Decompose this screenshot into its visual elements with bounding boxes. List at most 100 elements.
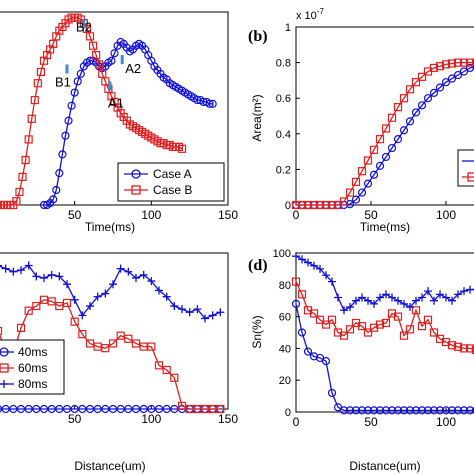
panel-d-series-2-point xyxy=(472,288,474,291)
panel-a-legend: Case A Case B xyxy=(117,162,225,202)
panel-d-series-0-point xyxy=(297,328,307,337)
panel-d-series-0-point xyxy=(291,299,301,308)
panel-d-series-2-point xyxy=(292,252,300,261)
panel-c-series-0-point xyxy=(101,404,110,414)
panel-d-series-1-point xyxy=(321,320,331,329)
panel-c-series-1-point xyxy=(39,295,49,304)
panel-d-xlabel: Distance(um) xyxy=(349,459,420,473)
panel-d-series-0-point xyxy=(453,406,463,415)
panel-d-series-2-point xyxy=(352,296,360,305)
panel-d-series-1-point xyxy=(399,331,409,340)
panel-d-series-2-point xyxy=(346,303,354,312)
panel-c-series-0-point xyxy=(32,404,41,414)
panel-a-series-1-point xyxy=(15,187,24,196)
panel-c-series-1-point xyxy=(124,334,133,343)
panel-d-series-1-point xyxy=(381,318,391,328)
panel-b-series-0-point xyxy=(459,67,469,76)
panel-a-xlabel: Time(ms) xyxy=(85,220,135,234)
panel-d-ytick-label: 80 xyxy=(279,280,291,292)
panel-a-frame xyxy=(0,11,229,206)
panel-c-series-1-point xyxy=(162,365,171,375)
panel-a-series-1-point xyxy=(36,67,46,77)
panel-d-series-2-point xyxy=(448,296,456,305)
panel-b-series-0-point xyxy=(453,70,463,80)
panel-d-series-2-point xyxy=(388,293,396,302)
panel-d-series-1-point xyxy=(345,325,355,334)
panel-b-series-1-line xyxy=(296,61,474,206)
panel-c-series-2-point xyxy=(17,266,25,275)
panel-b-series-1-point xyxy=(453,58,463,67)
panel-b-series-0-point xyxy=(369,170,379,179)
panel-d-series-1-point xyxy=(405,325,415,334)
panel-c-series-1-point xyxy=(216,404,225,414)
panel-d-series-1-point xyxy=(447,341,457,350)
panel-b-series-1-point xyxy=(435,62,445,71)
panel-c-series-1-point xyxy=(78,330,87,339)
panel-a-series-0-point xyxy=(73,77,82,86)
panel-d-series-0-point xyxy=(351,406,361,415)
annotation-label-a1: A1 xyxy=(108,95,124,110)
panel-b-series-1-point xyxy=(327,200,337,210)
legend-label-case-a: Case A xyxy=(153,167,192,181)
panel-d-series-1-point xyxy=(297,290,307,299)
panel-c-series-2-point xyxy=(47,270,56,279)
panel-d-xtick-label: 0 xyxy=(293,415,300,429)
panel-d-series-1-point xyxy=(375,320,385,329)
panel-b-ytick-label: 0 xyxy=(285,200,291,212)
panel-d-series-1-point xyxy=(411,306,421,315)
panel-d-series-0-point xyxy=(363,406,373,415)
panel-c-series-2-point xyxy=(193,305,202,314)
panel-b-series-1-point xyxy=(441,60,451,69)
panel-d-ytick-label: 100 xyxy=(273,248,291,260)
panel-b-series-1-point xyxy=(387,113,397,122)
panel-b-ytick-label: 0.4 xyxy=(276,129,291,141)
annotation-marker-a1 xyxy=(108,81,112,91)
panel-c-series-2-point xyxy=(178,305,186,314)
panel-c-series-1-point xyxy=(101,344,110,353)
panel-a-series-0-point xyxy=(64,116,73,125)
panel-a-xtick-label: 100 xyxy=(141,208,161,222)
panel-b-exponent: x 10-7 xyxy=(296,7,324,22)
panel-d-series-2-point xyxy=(370,299,378,308)
panel-c-series-2-point xyxy=(132,273,140,282)
annotation-label-a2: A2 xyxy=(125,61,141,76)
panel-c-series-0-point xyxy=(116,404,125,414)
panel-d-series-1-point xyxy=(327,315,337,324)
panel-label-d: (d) xyxy=(248,257,268,274)
panel-d-series-2-point xyxy=(364,296,372,305)
panel-c-series-2-point xyxy=(155,286,163,295)
panel-d-series-2-line xyxy=(295,255,474,312)
legend-label-40ms: 40ms xyxy=(18,345,47,359)
panel-b-series-1-point xyxy=(351,177,361,186)
panel-d-series-0-point xyxy=(417,406,427,415)
panel-b-series-1-point xyxy=(417,72,427,81)
panel-d-series-0-point xyxy=(471,406,474,414)
panel-d-series-0-point xyxy=(447,406,457,415)
panel-c-series-1-point xyxy=(193,404,202,414)
panel-b-series-0-point xyxy=(411,108,421,117)
annotation-label-b1: B1 xyxy=(55,74,71,89)
panel-c-series-0-point xyxy=(108,404,118,414)
panel-b-xtick-label: 0 xyxy=(293,208,300,222)
panel-c-series-1-point xyxy=(147,342,156,351)
panel-b-series-0-point xyxy=(417,101,427,110)
panel-c-series-0-point xyxy=(85,404,95,414)
panel-d-ytick-label: 60 xyxy=(279,312,291,324)
panel-c-series-0-point xyxy=(24,404,33,414)
panel-d-series-1-point xyxy=(291,277,301,286)
panel-d-series-1-line xyxy=(295,281,474,351)
panel-a-series-1-point xyxy=(85,32,95,41)
panel-d-series-2-point xyxy=(412,296,420,305)
panel-c-series-0-point xyxy=(78,404,87,414)
panel-c-series-0-point xyxy=(139,404,148,414)
panel-c-series-2-point xyxy=(139,270,148,279)
panel-c-series-2-point xyxy=(70,295,79,304)
panel-b-series-1-point xyxy=(405,85,415,94)
panel-c-series-2-point xyxy=(1,264,10,273)
panel-c-series-1-point xyxy=(62,298,72,308)
panel-c-xtick-label: 150 xyxy=(218,412,238,426)
panel-d-series-0-point xyxy=(441,406,451,415)
panel-c-series-2-point xyxy=(0,264,2,267)
panel-d-series-1-point xyxy=(423,315,433,324)
panel-c-series-2-point xyxy=(101,289,110,298)
